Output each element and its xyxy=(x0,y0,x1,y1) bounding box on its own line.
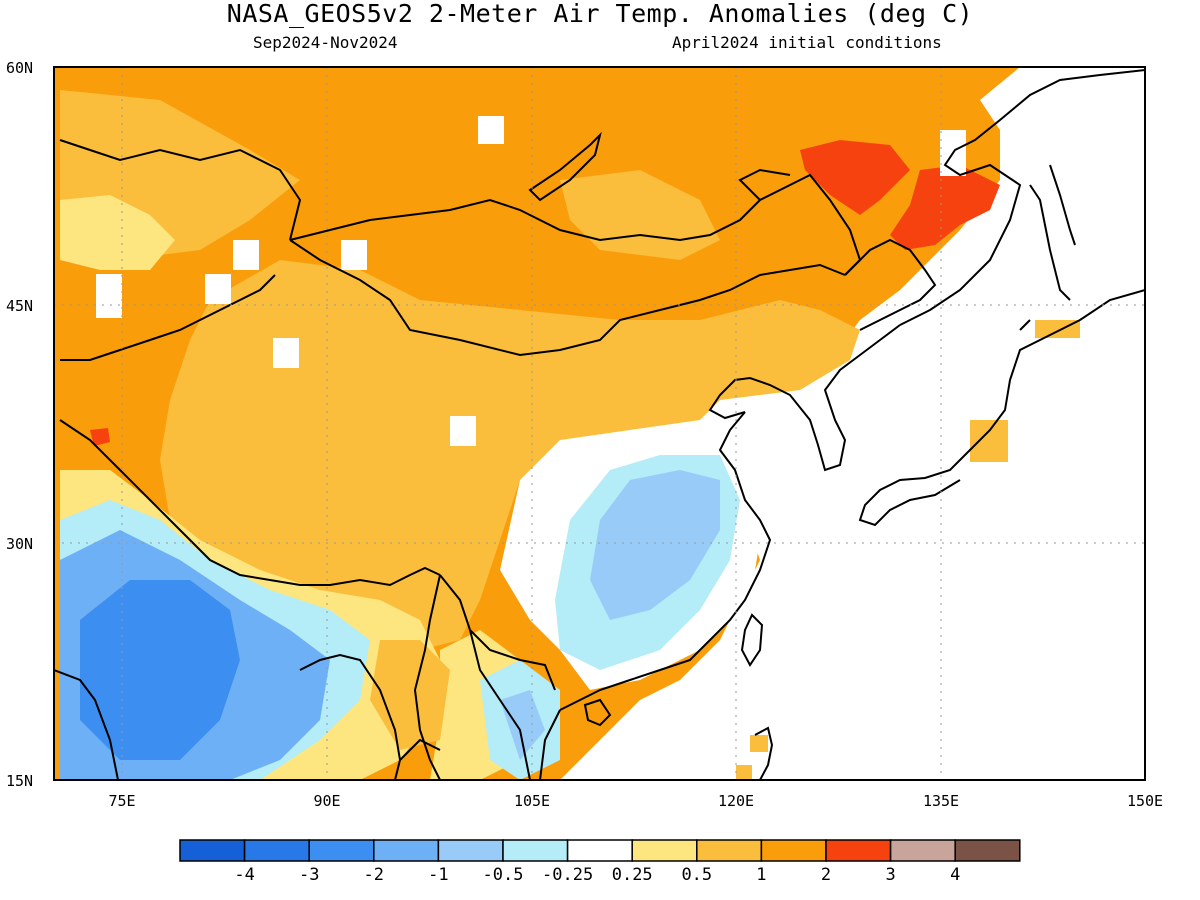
colorbar: -4 -3 -2 -1 -0.5 -0.25 0.25 0.5 1 2 3 4 xyxy=(179,839,1021,885)
colorbar-label: -0.5 xyxy=(483,865,524,885)
colorbar-label: -0.25 xyxy=(542,865,593,885)
colorbar-swatch xyxy=(889,839,956,862)
colorbar-swatch xyxy=(437,839,504,862)
colorbar-swatch xyxy=(373,839,440,862)
initial-conditions: April2024 initial conditions xyxy=(672,33,942,52)
colorbar-label: 3 xyxy=(885,865,895,885)
grid-lines xyxy=(54,67,1145,780)
y-axis-labels: 60N 45N 30N 15N xyxy=(6,59,33,790)
colorbar-swatch xyxy=(566,839,633,862)
colorbar-swatch xyxy=(631,839,698,862)
anomaly-field xyxy=(54,67,1145,780)
x-axis-labels: 75E 90E 105E 120E 135E 150E xyxy=(108,792,1163,810)
colorbar-label: 4 xyxy=(950,865,960,885)
y-tick-30n: 30N xyxy=(6,535,33,553)
colorbar-label: 1 xyxy=(756,865,766,885)
x-tick-90e: 90E xyxy=(313,792,340,810)
colorbar-swatch xyxy=(954,839,1021,862)
colorbar-label: 0.25 xyxy=(612,865,653,885)
x-tick-135e: 135E xyxy=(923,792,959,810)
y-tick-60n: 60N xyxy=(6,59,33,77)
colorbar-label: 0.5 xyxy=(681,865,712,885)
colorbar-swatch xyxy=(179,839,246,862)
colorbar-swatch xyxy=(308,839,375,862)
x-tick-120e: 120E xyxy=(718,792,754,810)
x-tick-105e: 105E xyxy=(514,792,550,810)
colorbar-label: -4 xyxy=(234,865,254,885)
x-tick-150e: 150E xyxy=(1127,792,1163,810)
forecast-period: Sep2024-Nov2024 xyxy=(253,33,398,52)
colorbar-label: -1 xyxy=(428,865,448,885)
colorbar-swatch xyxy=(696,839,763,862)
colorbar-swatch xyxy=(243,839,310,862)
map-title: NASA_GEOS5v2 2-Meter Air Temp. Anomalies… xyxy=(226,0,974,28)
coastlines xyxy=(54,69,1145,780)
y-tick-15n: 15N xyxy=(6,772,33,790)
map-frame xyxy=(53,66,1146,781)
colorbar-swatch xyxy=(760,839,827,862)
colorbar-label: 2 xyxy=(821,865,831,885)
colorbar-swatch xyxy=(502,839,569,862)
y-tick-45n: 45N xyxy=(6,297,33,315)
colorbar-label: -3 xyxy=(299,865,319,885)
colorbar-label: -2 xyxy=(364,865,384,885)
colorbar-swatch xyxy=(825,839,892,862)
x-tick-75e: 75E xyxy=(108,792,135,810)
